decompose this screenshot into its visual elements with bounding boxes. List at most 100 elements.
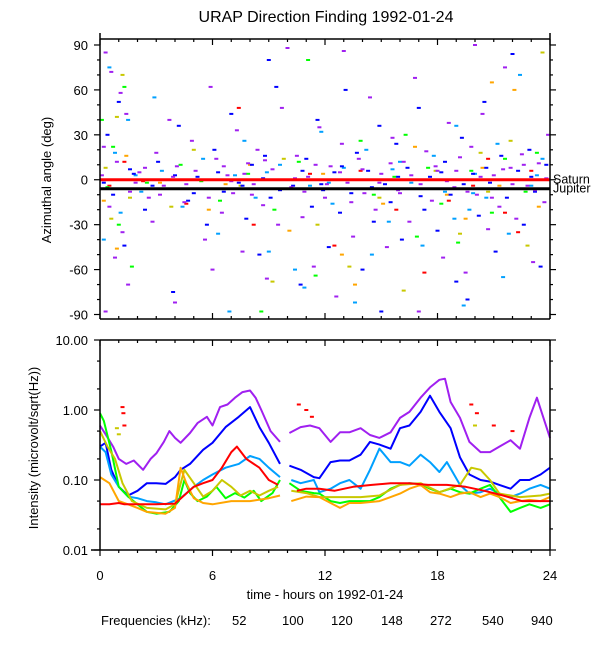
scatter-point	[129, 265, 134, 268]
scatter-point	[184, 202, 189, 205]
intensity-point	[304, 409, 309, 411]
scatter-point	[99, 174, 104, 177]
intensity-line-52	[296, 482, 550, 503]
scatter-point	[458, 232, 462, 235]
scatter-point	[159, 169, 164, 172]
scatter-point	[279, 106, 284, 109]
scatter-point	[371, 220, 376, 223]
scatter-point	[236, 181, 241, 184]
scatter-point	[156, 160, 161, 163]
scatter-point	[321, 172, 326, 175]
scatter-point	[158, 193, 162, 196]
scatter-point	[339, 253, 344, 256]
scatter-point	[377, 181, 382, 184]
scatter-point	[306, 175, 311, 178]
azimuth-y-tick-label: 30	[74, 128, 88, 143]
intensity-point	[121, 412, 126, 415]
scatter-point	[467, 208, 472, 211]
scatter-point	[521, 163, 526, 166]
scatter-point	[101, 145, 106, 148]
scatter-point	[249, 193, 254, 196]
scatter-point	[261, 204, 266, 207]
scatter-point	[263, 154, 267, 157]
scatter-point	[471, 184, 476, 187]
scatter-point	[206, 208, 211, 211]
scatter-point	[534, 174, 539, 177]
intensity-point	[474, 412, 479, 415]
scatter-point	[354, 151, 359, 154]
scatter-point	[109, 217, 114, 220]
scatter-point	[133, 181, 138, 184]
scatter-point	[508, 139, 513, 142]
intensity-point	[122, 424, 127, 427]
scatter-point	[270, 280, 275, 283]
scatter-series-272	[101, 66, 545, 313]
scatter-point	[246, 172, 251, 175]
scatter-point	[174, 165, 179, 168]
scatter-point	[266, 250, 271, 253]
scatter-point	[189, 139, 194, 142]
scatter-point	[480, 166, 485, 169]
scatter-point	[285, 47, 290, 49]
x-tick-label: 6	[209, 568, 216, 583]
scatter-point	[126, 283, 131, 286]
scatter-point	[221, 165, 226, 168]
scatter-point	[377, 124, 382, 127]
azimuth-y-tick-label: 0	[81, 173, 88, 188]
scatter-point	[358, 139, 363, 142]
intensity-point	[114, 427, 119, 430]
legend-item-120: 120	[331, 613, 353, 628]
scatter-point	[489, 211, 494, 214]
scatter-point	[266, 59, 271, 61]
scatter-point	[390, 168, 395, 171]
scatter-series-100	[101, 81, 541, 286]
scatter-point	[278, 163, 282, 166]
scatter-point	[191, 192, 196, 195]
scatter-point	[420, 244, 425, 247]
scatter-point	[144, 181, 149, 184]
intensity-y-tick-label: 0.10	[63, 473, 88, 488]
scatter-point	[418, 195, 423, 198]
scatter-point	[216, 171, 221, 174]
scatter-point	[242, 172, 247, 175]
scatter-point	[439, 202, 444, 205]
scatter-point	[383, 183, 387, 186]
scatter-point	[356, 157, 361, 160]
scatter-point	[308, 184, 312, 187]
scatter-point	[379, 172, 384, 175]
scatter-point	[332, 244, 337, 247]
scatter-point	[394, 208, 399, 211]
scatter-point	[122, 244, 127, 247]
scatter-point	[353, 283, 357, 286]
scatter-point	[484, 196, 489, 199]
scatter-point	[531, 261, 536, 264]
scatter-point	[476, 214, 481, 217]
intensity-series-148	[99, 412, 551, 515]
scatter-point	[251, 183, 256, 186]
scatter-point	[304, 157, 309, 160]
scatter-point	[358, 169, 363, 172]
scatter-point	[368, 96, 372, 99]
azimuth-y-tick-label: 90	[74, 38, 88, 53]
scatter-point	[272, 208, 277, 211]
scatter-point	[201, 157, 206, 160]
scatter-point	[478, 175, 483, 178]
scatter-point	[373, 208, 378, 211]
scatter-point	[225, 174, 230, 177]
scatter-point	[413, 76, 417, 79]
scatter-point	[114, 160, 119, 163]
scatter-point	[379, 310, 384, 313]
scatter-point	[268, 196, 273, 199]
scatter-point	[349, 201, 354, 204]
scatter-point	[180, 205, 185, 208]
scatter-point	[414, 235, 419, 238]
scatter-point	[231, 192, 236, 195]
scatter-point	[291, 184, 296, 187]
intensity-line-120	[291, 466, 551, 499]
scatter-point	[274, 85, 279, 88]
scatter-point	[508, 166, 513, 169]
y-axis-title-azimuth: Azimuthal angle (deg)	[39, 117, 54, 243]
scatter-point	[323, 196, 327, 199]
